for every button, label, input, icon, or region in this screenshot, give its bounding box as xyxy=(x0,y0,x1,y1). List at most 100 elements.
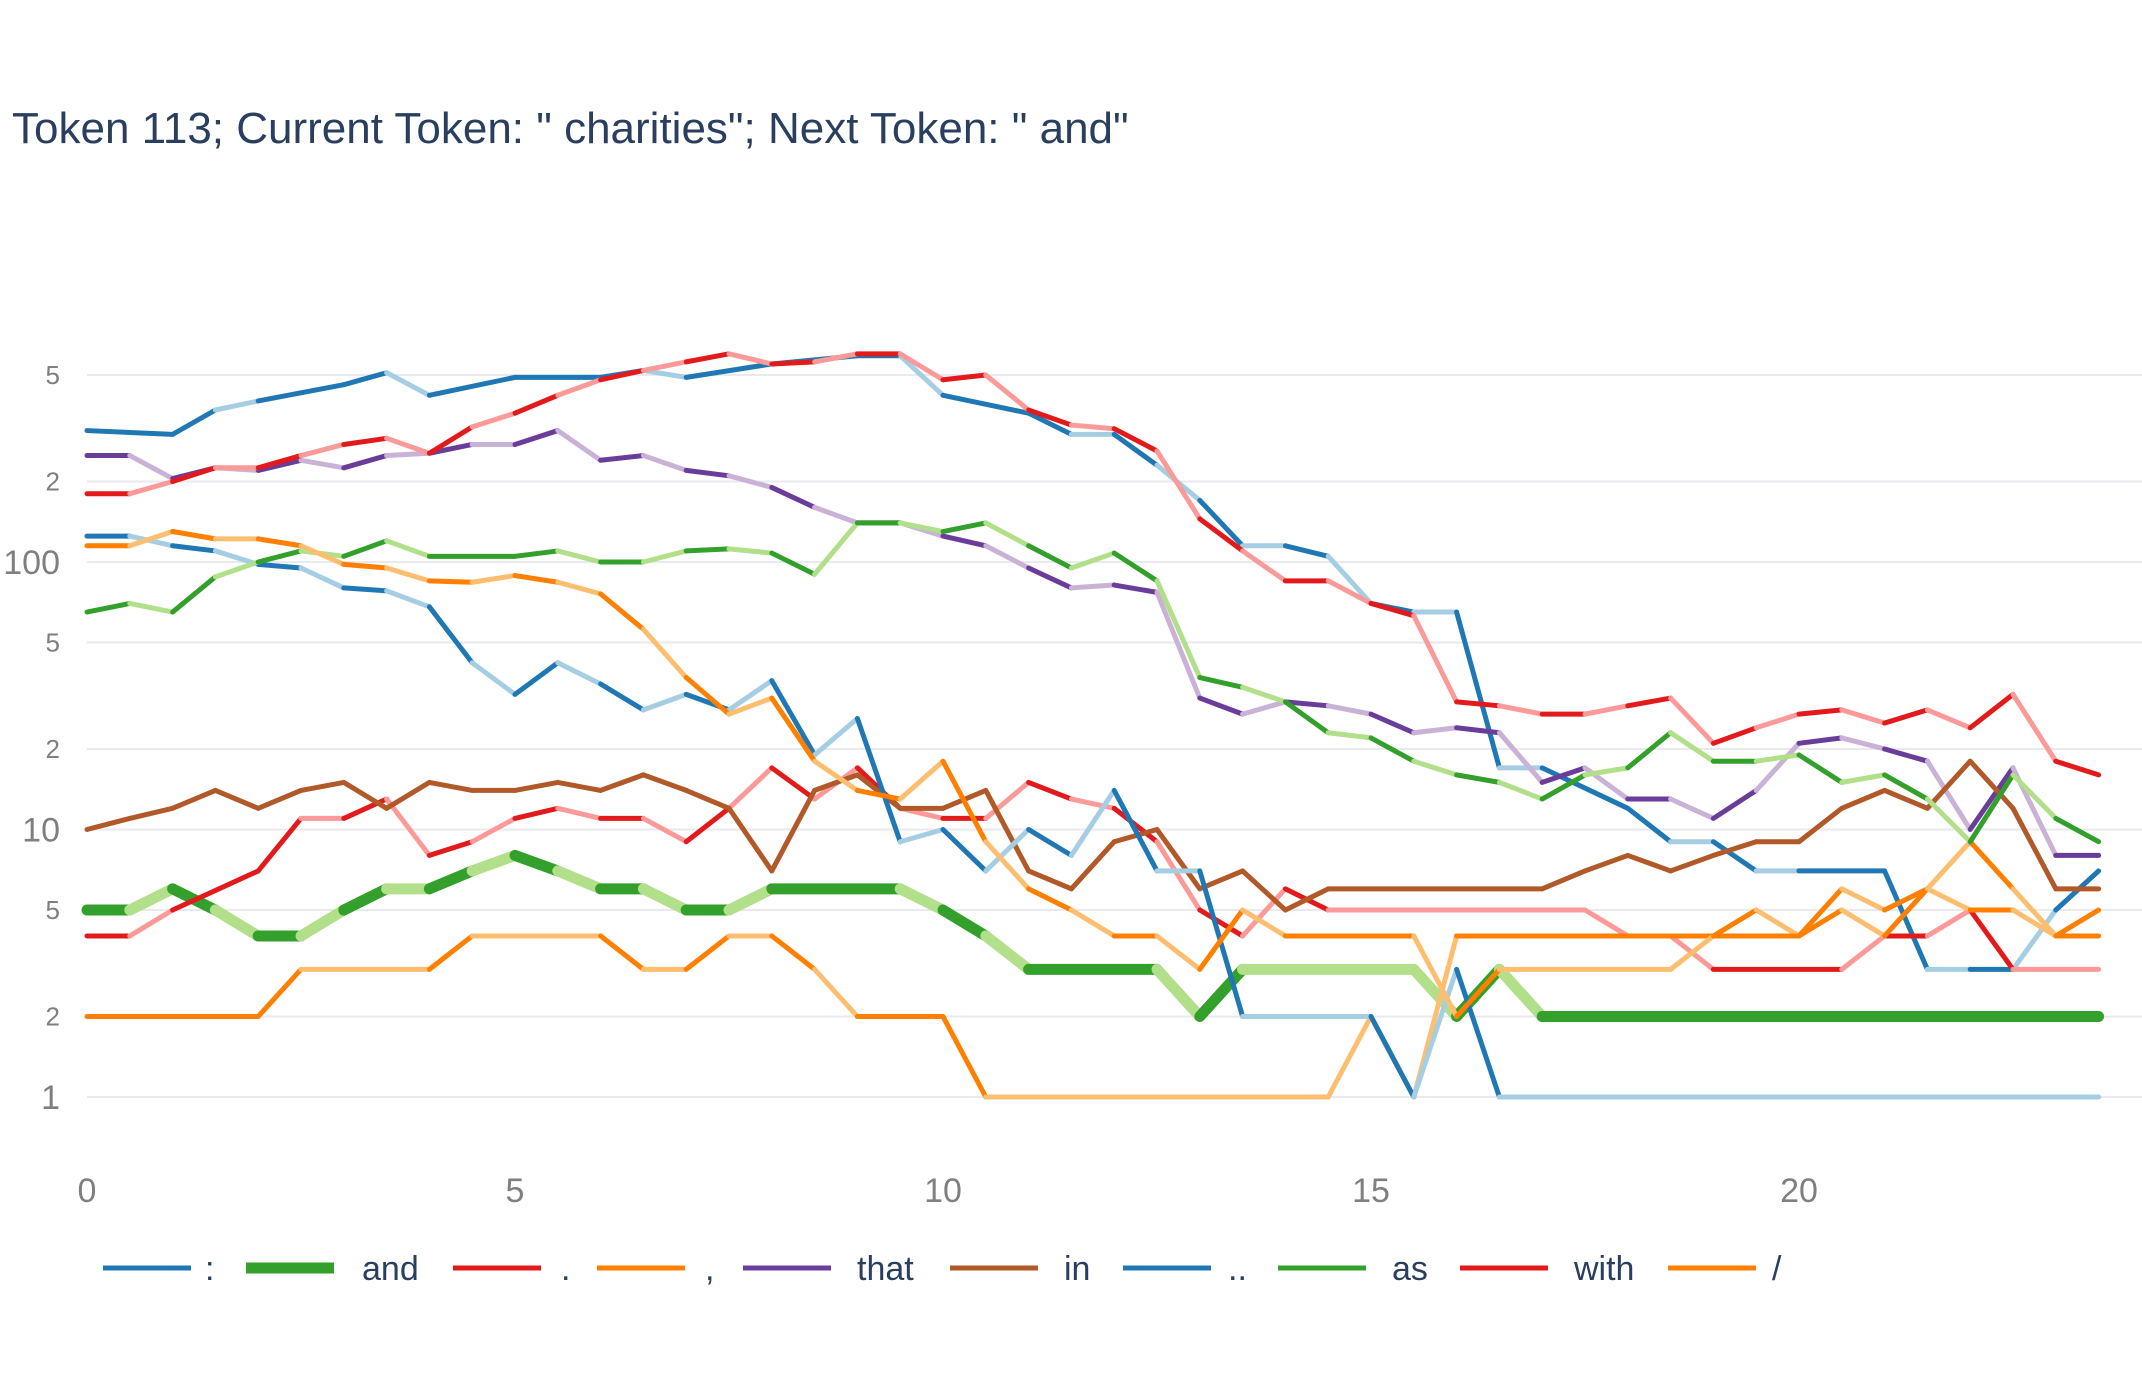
legend-item[interactable]: . xyxy=(453,1250,570,1288)
series-segment xyxy=(1197,868,1246,892)
legend-item[interactable]: : xyxy=(103,1250,214,1288)
x-tick-label: 0 xyxy=(78,1172,97,1210)
series-segment xyxy=(1026,827,1074,858)
series-segment xyxy=(1154,839,1203,913)
y-tick-label: 10 xyxy=(22,812,60,850)
series-segment xyxy=(1111,431,1160,468)
y-tick-label: 1 xyxy=(41,1079,60,1117)
series-segment xyxy=(2010,907,2059,939)
series-segment xyxy=(940,392,1032,416)
series-segment xyxy=(341,453,390,471)
series-segment xyxy=(1882,787,1930,811)
series-segment xyxy=(1197,516,1246,554)
series-segment xyxy=(1710,907,1759,939)
series-segment xyxy=(1026,868,1074,892)
series-segment xyxy=(983,839,1032,892)
series-segment xyxy=(937,904,992,942)
series-segment xyxy=(726,473,775,490)
series-segment xyxy=(1154,448,1203,522)
series-segment xyxy=(1111,805,1160,845)
series-segment xyxy=(1282,543,1331,559)
series-segment xyxy=(897,351,946,383)
series-segment xyxy=(1753,711,1802,731)
series-segment xyxy=(1967,839,2016,892)
y-tick-label: 100 xyxy=(3,544,60,582)
series-segment xyxy=(1411,933,1460,1019)
series-segment xyxy=(812,351,860,365)
series-segment xyxy=(384,796,432,858)
series-segment xyxy=(894,883,949,916)
legend-item[interactable]: that xyxy=(743,1250,914,1288)
x-tick-label: 5 xyxy=(506,1172,525,1210)
legend-item[interactable]: .. xyxy=(1123,1250,1247,1288)
series-lines xyxy=(81,351,2105,1100)
series-segment xyxy=(426,374,518,398)
series-segment xyxy=(384,450,432,459)
series-segment xyxy=(897,520,946,535)
series-segment xyxy=(466,849,521,877)
legend-label: , xyxy=(705,1250,714,1288)
series-segment xyxy=(854,715,903,845)
series-segment xyxy=(1411,966,1460,1100)
series-segment xyxy=(469,815,518,845)
series-segment xyxy=(1197,695,1246,717)
series-segment xyxy=(598,681,646,713)
series-segment xyxy=(255,561,304,571)
series-segment xyxy=(897,758,946,802)
y-tick-label: 2 xyxy=(46,734,60,764)
series-segment xyxy=(212,787,261,811)
series-segment xyxy=(1026,407,1074,428)
series-segment xyxy=(1924,907,1973,939)
series-segment xyxy=(1839,907,1888,939)
legend-item[interactable]: with xyxy=(1460,1250,1634,1288)
series-segment xyxy=(1582,852,1631,874)
series-segment xyxy=(769,765,818,802)
legend-item[interactable]: / xyxy=(1668,1250,1782,1288)
series-segment xyxy=(1411,725,1460,736)
legend-item[interactable]: , xyxy=(597,1250,714,1288)
series-segment xyxy=(598,591,646,632)
series-segment xyxy=(1068,796,1117,811)
series-segment xyxy=(1240,548,1288,584)
series-segment xyxy=(1839,707,1888,726)
series-segment xyxy=(1325,578,1374,606)
series-segment xyxy=(2010,805,2059,892)
series-segment xyxy=(769,678,818,758)
series-segment xyxy=(640,691,689,713)
series-6-line xyxy=(84,533,2102,1100)
y-tick-label: 2 xyxy=(46,1001,60,1031)
series-segment xyxy=(1924,886,1973,913)
series-segment xyxy=(512,548,561,559)
series-segment xyxy=(1882,886,1930,939)
series-segment xyxy=(512,805,561,821)
series-segment xyxy=(1325,1013,1374,1100)
series-segment xyxy=(983,827,1032,874)
series-segment xyxy=(854,787,903,802)
series-segment xyxy=(1967,907,2016,972)
series-segment xyxy=(897,827,946,845)
series-segment xyxy=(255,453,304,471)
legend-label: in xyxy=(1064,1250,1090,1288)
legend-item[interactable]: in xyxy=(950,1250,1090,1288)
x-tick-label: 20 xyxy=(1780,1172,1818,1210)
series-segment xyxy=(84,428,176,437)
series-segment xyxy=(426,779,475,793)
legend-item[interactable]: as xyxy=(1278,1250,1428,1288)
series-segment xyxy=(640,626,689,681)
series-segment xyxy=(469,573,518,585)
series-segment xyxy=(2010,772,2059,821)
series-segment xyxy=(295,904,350,942)
series-segment xyxy=(1411,613,1460,705)
series-segment xyxy=(341,561,390,571)
series-segment xyxy=(683,361,775,380)
series-segment xyxy=(940,1013,989,1100)
series-segment xyxy=(1924,758,1973,811)
series-segment xyxy=(940,827,989,874)
series-segment xyxy=(1839,772,1888,785)
series-segment xyxy=(2010,691,2059,764)
series-0-line xyxy=(84,353,2102,972)
series-segment xyxy=(640,548,689,565)
legend-item[interactable]: and xyxy=(246,1250,419,1288)
series-segment xyxy=(598,367,646,383)
series-segment xyxy=(640,453,689,473)
